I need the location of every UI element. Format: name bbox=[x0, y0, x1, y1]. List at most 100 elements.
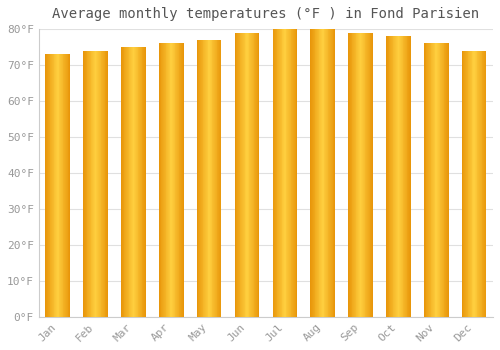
Bar bbox=[127, 47, 128, 317]
Bar bbox=[202, 40, 203, 317]
Bar bbox=[362, 33, 363, 317]
Bar bbox=[466, 51, 468, 317]
Bar bbox=[474, 51, 475, 317]
Bar bbox=[176, 43, 177, 317]
Bar bbox=[104, 51, 106, 317]
Bar bbox=[204, 40, 205, 317]
Bar bbox=[84, 51, 85, 317]
Bar bbox=[322, 29, 324, 317]
Bar bbox=[236, 33, 237, 317]
Bar bbox=[284, 29, 285, 317]
Bar bbox=[142, 47, 144, 317]
Bar bbox=[107, 51, 108, 317]
Bar bbox=[363, 33, 364, 317]
Bar bbox=[198, 40, 200, 317]
Bar bbox=[68, 54, 69, 317]
Bar bbox=[356, 33, 358, 317]
Bar bbox=[211, 40, 212, 317]
Bar bbox=[279, 29, 280, 317]
Bar bbox=[428, 43, 429, 317]
Bar bbox=[485, 51, 486, 317]
Bar bbox=[283, 29, 284, 317]
Bar bbox=[254, 33, 255, 317]
Bar bbox=[482, 51, 483, 317]
Bar bbox=[257, 33, 258, 317]
Bar bbox=[350, 33, 352, 317]
Bar bbox=[394, 36, 395, 317]
Bar bbox=[250, 33, 251, 317]
Bar bbox=[238, 33, 239, 317]
Bar bbox=[371, 33, 372, 317]
Bar bbox=[290, 29, 292, 317]
Bar bbox=[220, 40, 222, 317]
Bar bbox=[50, 54, 51, 317]
Bar bbox=[247, 33, 248, 317]
Bar bbox=[98, 51, 99, 317]
Bar bbox=[216, 40, 218, 317]
Bar bbox=[106, 51, 107, 317]
Bar bbox=[352, 33, 353, 317]
Bar bbox=[121, 47, 122, 317]
Bar bbox=[469, 51, 470, 317]
Bar bbox=[102, 51, 103, 317]
Bar bbox=[395, 36, 396, 317]
Bar bbox=[408, 36, 409, 317]
Bar bbox=[483, 51, 484, 317]
Bar bbox=[181, 43, 182, 317]
Bar bbox=[294, 29, 296, 317]
Bar bbox=[429, 43, 430, 317]
Bar bbox=[327, 29, 328, 317]
Bar bbox=[122, 47, 123, 317]
Bar bbox=[404, 36, 405, 317]
Bar bbox=[139, 47, 140, 317]
Bar bbox=[310, 29, 311, 317]
Bar bbox=[103, 51, 104, 317]
Bar bbox=[94, 51, 95, 317]
Bar bbox=[100, 51, 102, 317]
Bar bbox=[398, 36, 399, 317]
Bar bbox=[464, 51, 465, 317]
Bar bbox=[367, 33, 368, 317]
Bar bbox=[69, 54, 70, 317]
Bar bbox=[484, 51, 485, 317]
Bar bbox=[332, 29, 334, 317]
Bar bbox=[443, 43, 444, 317]
Bar bbox=[178, 43, 180, 317]
Bar bbox=[66, 54, 67, 317]
Bar bbox=[95, 51, 96, 317]
Bar bbox=[130, 47, 131, 317]
Bar bbox=[144, 47, 145, 317]
Bar bbox=[282, 29, 283, 317]
Bar bbox=[134, 47, 135, 317]
Bar bbox=[368, 33, 369, 317]
Bar bbox=[99, 51, 100, 317]
Bar bbox=[401, 36, 402, 317]
Bar bbox=[349, 33, 350, 317]
Bar bbox=[51, 54, 52, 317]
Bar bbox=[251, 33, 252, 317]
Bar bbox=[252, 33, 254, 317]
Bar bbox=[57, 54, 58, 317]
Bar bbox=[67, 54, 68, 317]
Bar bbox=[210, 40, 211, 317]
Bar bbox=[125, 47, 126, 317]
Bar bbox=[168, 43, 169, 317]
Bar bbox=[258, 33, 260, 317]
Bar bbox=[400, 36, 401, 317]
Bar bbox=[88, 51, 89, 317]
Bar bbox=[132, 47, 134, 317]
Bar bbox=[334, 29, 335, 317]
Bar bbox=[425, 43, 426, 317]
Bar bbox=[358, 33, 359, 317]
Bar bbox=[372, 33, 373, 317]
Bar bbox=[280, 29, 281, 317]
Bar bbox=[479, 51, 480, 317]
Bar bbox=[326, 29, 327, 317]
Bar bbox=[97, 51, 98, 317]
Bar bbox=[64, 54, 65, 317]
Bar bbox=[285, 29, 286, 317]
Bar bbox=[405, 36, 406, 317]
Bar bbox=[348, 33, 349, 317]
Bar bbox=[53, 54, 54, 317]
Bar bbox=[166, 43, 167, 317]
